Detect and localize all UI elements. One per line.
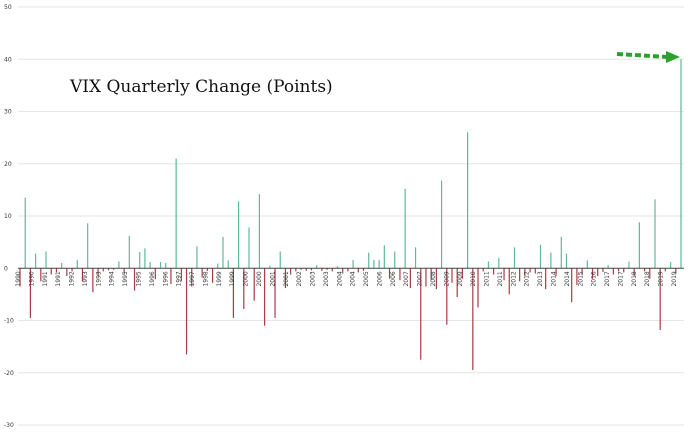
x-tick-label: 2015 (577, 271, 584, 286)
x-tick-label: 1990 (28, 271, 35, 286)
x-tick-label: 1996 (162, 271, 169, 286)
x-tick-label: 1997 (189, 271, 196, 286)
x-tick-label: 1995 (122, 271, 129, 286)
y-tick-label: 40 (4, 56, 12, 63)
y-tick-label: -30 (4, 422, 14, 429)
x-tick-label: 1993 (82, 271, 89, 286)
bars (19, 59, 682, 371)
x-tick-label: 2000 (256, 271, 263, 286)
arrow-shaft (616, 52, 669, 59)
x-tick-label: 1992 (69, 271, 76, 286)
x-tick-label: 2014 (564, 271, 571, 286)
y-axis-ticks: -30 -20 -10 0 10 20 30 40 50 (4, 4, 14, 429)
x-tick-label: 2011 (484, 271, 491, 286)
x-tick-label: 2001 (283, 271, 290, 286)
x-tick-label: 2005 (363, 271, 370, 286)
x-tick-label: 2009 (443, 271, 450, 286)
x-tick-label: 2003 (323, 271, 330, 286)
x-tick-label: 2004 (350, 271, 357, 286)
x-tick-label: 2007 (417, 271, 424, 286)
x-tick-label: 2019 (671, 271, 678, 286)
up-arrow-annotation (616, 51, 680, 63)
x-tick-label: 1994 (109, 271, 116, 286)
y-tick-label: -20 (4, 370, 14, 377)
x-tick-label: 2016 (591, 271, 598, 286)
x-tick-label: 1999 (229, 271, 236, 286)
x-tick-label: 2014 (551, 271, 558, 286)
x-tick-label: 1993 (95, 271, 102, 286)
x-tick-label: 2009 (457, 271, 464, 286)
x-tick-label: 2018 (631, 271, 638, 286)
x-tick-label: 2013 (537, 271, 544, 286)
y-tick-label: 30 (4, 109, 12, 116)
x-tick-label: 2002 (296, 271, 303, 286)
x-tick-label: 2012 (510, 271, 517, 286)
x-tick-label: 2010 (470, 271, 477, 286)
y-tick-label: 20 (4, 161, 12, 168)
x-tick-label: 2007 (403, 271, 410, 286)
x-tick-label: 2000 (243, 271, 250, 286)
x-tick-label: 2019 (658, 271, 665, 286)
x-tick-label: 2012 (524, 271, 531, 286)
x-tick-label: 2006 (376, 271, 383, 286)
arrow-head (666, 51, 680, 63)
x-tick-label: 2017 (617, 271, 624, 286)
x-tick-label: 1991 (42, 271, 49, 286)
x-tick-label: 1991 (55, 271, 62, 286)
y-tick-label: 50 (4, 4, 12, 11)
x-tick-label: 2006 (390, 271, 397, 286)
x-tick-label: 2003 (310, 271, 317, 286)
x-tick-label: 2001 (269, 271, 276, 286)
x-tick-label: 1990 (15, 271, 22, 286)
x-axis-ticks: 1990 1990 1991 1991 1992 1993 1993 1994 1995 1995… (15, 271, 678, 286)
x-tick-label: 1996 (149, 271, 156, 286)
y-tick-label: -10 (4, 318, 14, 325)
x-tick-label: 1998 (202, 271, 209, 286)
y-tick-label: 0 (4, 265, 8, 272)
y-tick-label: 10 (4, 213, 12, 220)
x-tick-label: 1995 (135, 271, 142, 286)
x-tick-label: 2011 (497, 271, 504, 286)
x-tick-label: 1997 (176, 271, 183, 286)
x-tick-label: 2018 (644, 271, 651, 286)
x-tick-label: 2017 (604, 271, 611, 286)
x-tick-label: 2008 (430, 271, 437, 286)
gridlines (18, 6, 684, 426)
x-tick-label: 2004 (336, 271, 343, 286)
chart-title: VIX Quarterly Change (Points) (69, 77, 333, 97)
x-tick-label: 1999 (216, 271, 223, 286)
